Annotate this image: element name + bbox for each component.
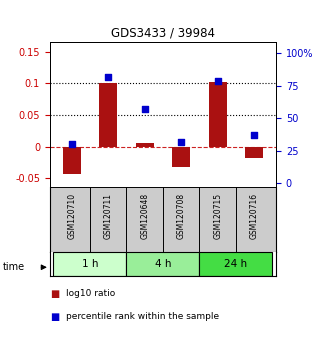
Point [215, 78, 220, 83]
Text: ■: ■ [50, 312, 59, 322]
Text: 24 h: 24 h [224, 259, 247, 269]
Bar [63, 147, 81, 173]
Text: GSM120715: GSM120715 [213, 193, 222, 239]
Point [142, 106, 147, 112]
Bar [245, 147, 263, 158]
Bar [199, 252, 273, 276]
Text: GSM120648: GSM120648 [140, 193, 149, 239]
Text: GSM120710: GSM120710 [67, 193, 76, 239]
Title: GDS3433 / 39984: GDS3433 / 39984 [111, 27, 215, 40]
Text: ■: ■ [50, 289, 59, 299]
Bar [135, 143, 154, 147]
Text: 1 h: 1 h [82, 259, 98, 269]
Text: log10 ratio: log10 ratio [66, 289, 115, 298]
Bar [126, 252, 199, 276]
Text: percentile rank within the sample: percentile rank within the sample [66, 312, 219, 321]
Bar [172, 147, 190, 167]
Bar [99, 84, 117, 147]
Bar [209, 81, 227, 147]
Point [252, 132, 257, 138]
Bar [53, 252, 126, 276]
Point [178, 139, 184, 144]
Text: GSM120716: GSM120716 [250, 193, 259, 239]
Text: GSM120711: GSM120711 [104, 193, 113, 239]
Text: 4 h: 4 h [155, 259, 171, 269]
Point [106, 74, 111, 79]
Text: GSM120708: GSM120708 [177, 193, 186, 239]
Text: time: time [3, 262, 25, 272]
Point [69, 141, 74, 147]
